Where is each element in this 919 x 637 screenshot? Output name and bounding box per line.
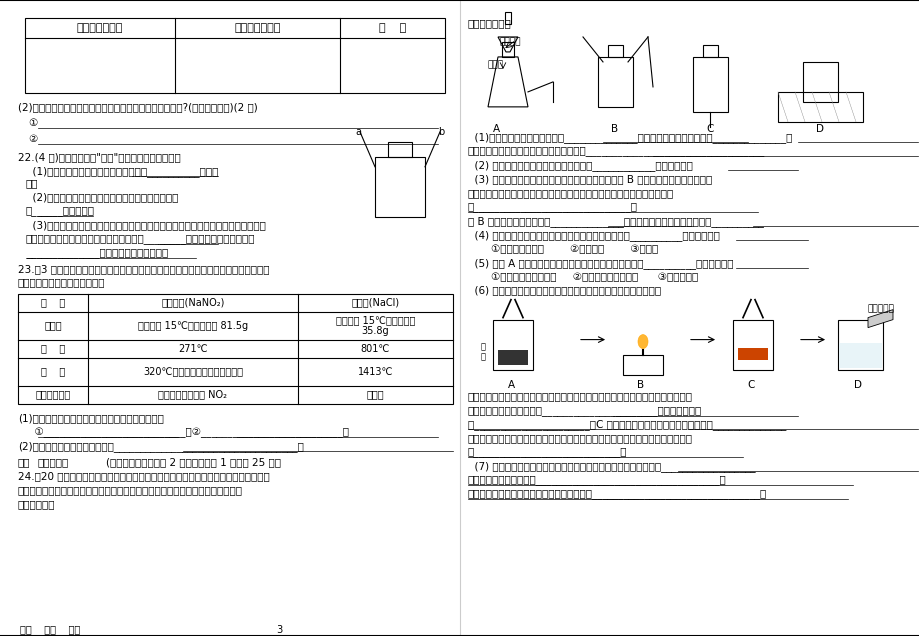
- Text: 易溶，在 15℃时溶解度为: 易溶，在 15℃时溶解度为: [335, 315, 414, 326]
- Text: A: A: [507, 380, 514, 390]
- Text: 跟稀盐酸作用: 跟稀盐酸作用: [35, 390, 71, 399]
- Text: (3) 某同学在观察到锥形瓶内有大量气泡时，开始用 B 装置收集氧气，过一段时间: (3) 某同学在观察到锥形瓶内有大量气泡时，开始用 B 装置收集氧气，过一段时间: [468, 174, 711, 184]
- Text: 320℃会分解，放出有臭味的气体: 320℃会分解，放出有臭味的气体: [142, 366, 243, 376]
- Bar: [732, 320, 772, 369]
- Text: B: B: [637, 380, 644, 390]
- Text: 35.8g: 35.8g: [361, 326, 389, 336]
- Text: 作催化剂的条件下能迅速分解生成氧气和水。分液漏斗可以通过调节活塞控制液体: 作催化剂的条件下能迅速分解生成氧气和水。分液漏斗可以通过调节活塞控制液体: [18, 485, 243, 496]
- Text: (6) 下图所示是木炭在氧气中燃烧的实验操作，试回答下列问题：: (6) 下图所示是木炭在氧气中燃烧的实验操作，试回答下列问题：: [468, 285, 661, 296]
- Text: 24.（20 分）实验室可用下图所示装置进行过氧化氢的分解。过氧化氢溶液在二氧化锰: 24.（20 分）实验室可用下图所示装置进行过氧化氢的分解。过氧化氢溶液在二氧化…: [18, 471, 269, 482]
- Text: 易溶，在 15℃时溶解度为 81.5g: 易溶，在 15℃时溶解度为 81.5g: [138, 320, 248, 331]
- Polygon shape: [867, 310, 892, 327]
- Text: (1)分液漏斗中应放入的物质是______________，锥形瓶中应放入的物质是______________，: (1)分液漏斗中应放入的物质是______________，锥形瓶中应放入的物质…: [468, 132, 791, 143]
- Bar: [737, 348, 767, 359]
- Text: 气瓶下部，会出现的后果是______________________，正确的操作应: 气瓶下部，会出现的后果是______________________，正确的操作…: [468, 406, 701, 415]
- Text: 爱心    用心    专心                                                               3: 爱心 用心 专心 3: [20, 624, 283, 634]
- Text: 实验中可观察到的现象是___________________________________；: 实验中可观察到的现象是_____________________________…: [468, 475, 726, 485]
- Text: D: D: [815, 124, 823, 134]
- Bar: [493, 320, 532, 369]
- Text: B: B: [611, 124, 618, 134]
- Bar: [505, 12, 510, 24]
- Bar: [388, 142, 412, 157]
- Text: 木
炭: 木 炭: [481, 342, 485, 361]
- Text: 22.(4 分)右图是化学中"有名"的装置，有如下用途：: 22.(4 分)右图是化学中"有名"的装置，有如下用途：: [18, 152, 180, 162]
- Text: 验证方法及操作: 验证方法及操作: [76, 23, 123, 33]
- Text: a: a: [355, 127, 360, 137]
- Text: D: D: [853, 380, 861, 390]
- Bar: [777, 92, 862, 122]
- Bar: [622, 355, 663, 375]
- Text: 澄清石灰水: 澄清石灰水: [867, 304, 894, 313]
- Text: 回答下列问题：: 回答下列问题：: [468, 18, 511, 28]
- Text: 燃烧停止后，取出坩埚钳，往集气瓶里加入少量的澄清石灰水，摇荡，发生的现象: 燃烧停止后，取出坩埚钳，往集气瓶里加入少量的澄清石灰水，摇荡，发生的现象: [468, 434, 692, 443]
- Text: 无反应: 无反应: [367, 390, 384, 399]
- Bar: [502, 42, 514, 57]
- Text: 是____________________________。: 是____________________________。: [468, 447, 627, 457]
- Text: 气。: 气。: [26, 178, 39, 188]
- Text: (每个反应文字表达式 2 分，其余每空 1 分，计 25 分）: (每个反应文字表达式 2 分，其余每空 1 分，计 25 分）: [106, 457, 280, 468]
- Text: 是______________________________，: 是______________________________，: [468, 202, 637, 211]
- Text: (4) 若实验时用此法代替高锰酸钾加热制取氧气优点是__________（填编号）。: (4) 若实验时用此法代替高锰酸钾加热制取氧气优点是__________（填编号…: [468, 230, 719, 241]
- Text: ②: ②: [28, 134, 37, 144]
- Text: (2) 要收集一瓶纯净的氧气，应选择装置____________（填字母）。: (2) 要收集一瓶纯净的氧气，应选择装置____________（填字母）。: [468, 160, 692, 171]
- Text: 后，用带火星的木条伸入瓶口、瓶中、瓶底，都未见木条复燃。其原因可能: 后，用带火星的木条伸入瓶口、瓶中、瓶底，都未见木条复燃。其原因可能: [468, 188, 674, 197]
- Text: 放出红棕色的气体 NO₂: 放出红棕色的气体 NO₂: [158, 390, 227, 399]
- Text: C: C: [746, 380, 754, 390]
- Text: 23.（3 分）某地曾发生了一起亚硝酸钠中毒事件，亚硝酸钠外观酷似食盐且有咸味，亚: 23.（3 分）某地曾发生了一起亚硝酸钠中毒事件，亚硝酸钠外观酷似食盐且有咸味，…: [18, 264, 269, 274]
- Bar: [702, 45, 717, 57]
- Text: (1)可以用做向上排空气法收集氧气，从__________端进氧: (1)可以用做向上排空气法收集氧气，从__________端进氧: [26, 166, 218, 176]
- Text: 从______端进氧气。: 从______端进氧气。: [26, 206, 95, 216]
- Ellipse shape: [637, 334, 647, 348]
- Text: 271℃: 271℃: [178, 343, 208, 354]
- Text: 熔    点: 熔 点: [40, 343, 65, 354]
- Bar: [692, 57, 727, 112]
- Text: A: A: [492, 124, 499, 134]
- Text: ①: ①: [28, 118, 37, 128]
- Text: (2)假如你是商家，你对食品包装袋中的气体有什么要求呢?(至少说出二点)(2 分): (2)假如你是商家，你对食品包装袋中的气体有什么要求呢?(至少说出二点)(2 分…: [18, 102, 257, 112]
- Text: (7) 做铁丝在氧气中燃烧的实验时，把铁丝绕成螺旋状，其作用是__________________: (7) 做铁丝在氧气中燃烧的实验时，把铁丝绕成螺旋状，其作用是_________…: [468, 461, 754, 473]
- Text: 项    目: 项 目: [40, 297, 65, 308]
- Bar: [25, 18, 445, 93]
- Bar: [18, 294, 452, 403]
- Bar: [375, 157, 425, 217]
- Text: 做木炭在氧气中燃烧的实验时，如果一开始就把红热的木炭很快地插入盛氧气的集: 做木炭在氧气中燃烧的实验时，如果一开始就把红热的木炭很快地插入盛氧气的集: [468, 392, 692, 401]
- Bar: [497, 350, 528, 364]
- Text: 沸    点: 沸 点: [40, 366, 65, 376]
- Text: 的滴加速度。: 的滴加速度。: [18, 499, 55, 510]
- Text: 可能看到的现象: 可能看到的现象: [234, 23, 280, 33]
- Text: b: b: [437, 127, 444, 137]
- Text: (1)根据上表，请你写出亚硝酸钠的两个物理性质：: (1)根据上表，请你写出亚硝酸钠的两个物理性质：: [18, 413, 164, 424]
- Bar: [837, 320, 882, 369]
- Text: 实验探究题: 实验探究题: [38, 457, 69, 468]
- Text: 亚硝酸钠(NaNO₂): 亚硝酸钠(NaNO₂): [161, 297, 224, 308]
- Text: 是______________________；C 图中，木炭在氧气中燃烧发生的现象是______________: 是______________________；C 图中，木炭在氧气中燃烧发生的…: [468, 420, 786, 431]
- Text: 用 B 装置收集氧气的方法是______________法，可利用此方法收集的原因是__________: 用 B 装置收集氧气的方法是______________法，可利用此方法收集的原…: [468, 216, 763, 227]
- Text: 锥形瓶: 锥形瓶: [487, 60, 504, 69]
- Text: (2)可以用做排水法收集氧气，在集气瓶中装满水，: (2)可以用做排水法收集氧气，在集气瓶中装满水，: [26, 192, 178, 202]
- Text: ①___________________________，②___________________________；: ①___________________________，②__________…: [28, 427, 348, 438]
- Text: 1413℃: 1413℃: [357, 366, 392, 376]
- Text: C: C: [706, 124, 713, 134]
- Text: 水溶性: 水溶性: [44, 320, 62, 331]
- Text: (3)医院里给病人输氧为了给氧气加湿和观察氧气的输出速度，也可以在氧气瓶和病: (3)医院里给病人输氧为了给氧气加湿和观察氧气的输出速度，也可以在氧气瓶和病: [26, 220, 266, 230]
- Text: 集气瓶里预先要装入少量的细沙或水，原因是________________________________；: 集气瓶里预先要装入少量的细沙或水，原因是____________________…: [468, 489, 766, 499]
- Text: ①生成物只有氧气        ②不需加热        ③需加热: ①生成物只有氧气 ②不需加热 ③需加热: [478, 244, 657, 254]
- Text: ①控制液体的滴加速度     ②用体积较小的锥形瓶      ③加热反应物: ①控制液体的滴加速度 ②用体积较小的锥形瓶 ③加热反应物: [478, 271, 698, 282]
- Text: 写出反应文字表达式并注明基本反应类型：__________________________________: 写出反应文字表达式并注明基本反应类型：_____________________…: [468, 146, 765, 156]
- Bar: [802, 62, 837, 102]
- Text: 人之间连接该装置，在集气瓶装半瓶水，将________端接氧气钢瓶，通过观察: 人之间连接该装置，在集气瓶装半瓶水，将________端接氧气钢瓶，通过观察: [26, 234, 255, 244]
- Bar: [607, 45, 622, 57]
- Text: 结    论: 结 论: [379, 23, 405, 33]
- Bar: [597, 57, 632, 107]
- Bar: [838, 343, 881, 368]
- Text: 分液漏斗: 分液漏斗: [499, 37, 521, 46]
- Text: 801℃: 801℃: [360, 343, 390, 354]
- Text: (2)检验亚硝酸钠的方法可以是：___________________________________。: (2)检验亚硝酸钠的方法可以是：________________________…: [18, 441, 303, 452]
- Text: ______________就知道氧气的输出速度。: ______________就知道氧气的输出速度。: [26, 248, 168, 258]
- Text: 三、: 三、: [18, 457, 30, 468]
- Text: (5) 装置 A 中反应很剧烈，据此提出实验安全注意事项是__________（填编号）。: (5) 装置 A 中反应很剧烈，据此提出实验安全注意事项是__________（…: [468, 258, 732, 269]
- Text: 氯化钠(NaCl): 氯化钠(NaCl): [351, 297, 399, 308]
- Text: 硝酸钠和食盐的有关资料如下：: 硝酸钠和食盐的有关资料如下：: [18, 278, 106, 288]
